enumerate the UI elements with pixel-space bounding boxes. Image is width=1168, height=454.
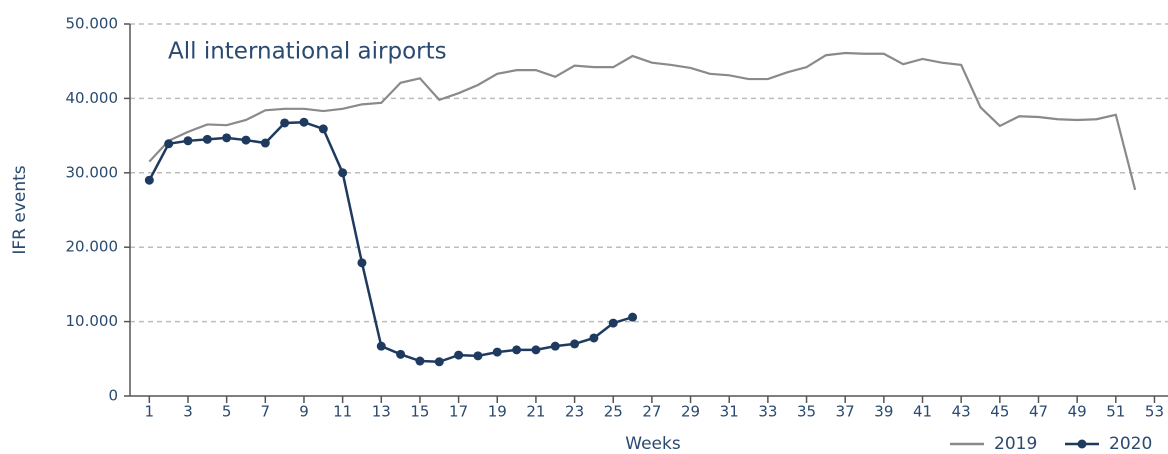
x-tick-label: 1	[145, 403, 155, 421]
x-tick-label: 27	[642, 403, 661, 421]
x-tick-label: 39	[874, 403, 893, 421]
data-point	[531, 345, 541, 355]
data-point	[550, 341, 560, 351]
data-point	[628, 312, 638, 322]
x-tick-label: 9	[299, 403, 309, 421]
x-tick-label: 33	[758, 403, 777, 421]
legend-label: 2020	[1109, 434, 1152, 454]
data-point	[473, 351, 483, 361]
data-point	[260, 138, 270, 148]
y-axis-label: IFR events	[10, 165, 30, 254]
y-tick-label: 50.000	[66, 15, 119, 33]
y-tick-label: 40.000	[66, 89, 119, 107]
x-tick-label: 15	[410, 403, 429, 421]
x-tick-label: 29	[681, 403, 700, 421]
data-point	[396, 349, 406, 359]
x-tick-label: 19	[488, 403, 507, 421]
x-axis-label: Weeks	[625, 434, 681, 454]
x-tick-label: 35	[797, 403, 816, 421]
x-tick-label: 21	[526, 403, 545, 421]
x-tick-label: 37	[836, 403, 855, 421]
data-point	[222, 133, 232, 143]
y-tick-label: 10.000	[66, 312, 119, 330]
annotation: All international airports	[168, 39, 447, 65]
x-tick-label: 11	[333, 403, 352, 421]
x-tick-label: 17	[449, 403, 468, 421]
data-point	[202, 134, 212, 144]
x-tick-label: 23	[565, 403, 584, 421]
data-point	[338, 168, 348, 178]
legend-marker	[1077, 439, 1087, 449]
data-point	[280, 118, 290, 128]
data-point	[318, 124, 328, 134]
x-tick-label: 53	[1145, 403, 1164, 421]
data-point	[299, 117, 309, 127]
x-tick-label: 43	[952, 403, 971, 421]
legend-label: 2019	[994, 434, 1037, 454]
data-point	[589, 333, 599, 343]
data-point	[454, 350, 464, 360]
data-point	[492, 347, 502, 357]
x-tick-label: 51	[1106, 403, 1125, 421]
data-point	[357, 258, 367, 268]
series-line	[148, 51, 1137, 191]
data-point	[376, 341, 386, 351]
x-tick-label: 13	[372, 403, 391, 421]
data-point	[415, 356, 425, 366]
data-point	[512, 345, 522, 355]
data-point	[434, 357, 444, 367]
x-tick-label: 47	[1029, 403, 1048, 421]
x-tick-label: 3	[183, 403, 193, 421]
x-tick-label: 7	[261, 403, 271, 421]
x-tick-label: 25	[604, 403, 623, 421]
data-point	[164, 139, 174, 149]
data-point	[241, 135, 251, 145]
y-tick-label: 20.000	[66, 238, 119, 256]
data-point	[183, 136, 193, 146]
x-tick-label: 45	[990, 403, 1009, 421]
series-line	[148, 120, 633, 364]
x-tick-label: 49	[1068, 403, 1087, 421]
y-tick-label: 0	[108, 387, 118, 405]
y-tick-label: 30.000	[66, 163, 119, 181]
data-point	[144, 175, 154, 185]
x-tick-label: 31	[720, 403, 739, 421]
x-tick-label: 41	[913, 403, 932, 421]
data-point	[570, 339, 580, 349]
x-tick-label: 5	[222, 403, 232, 421]
data-point	[608, 318, 618, 328]
